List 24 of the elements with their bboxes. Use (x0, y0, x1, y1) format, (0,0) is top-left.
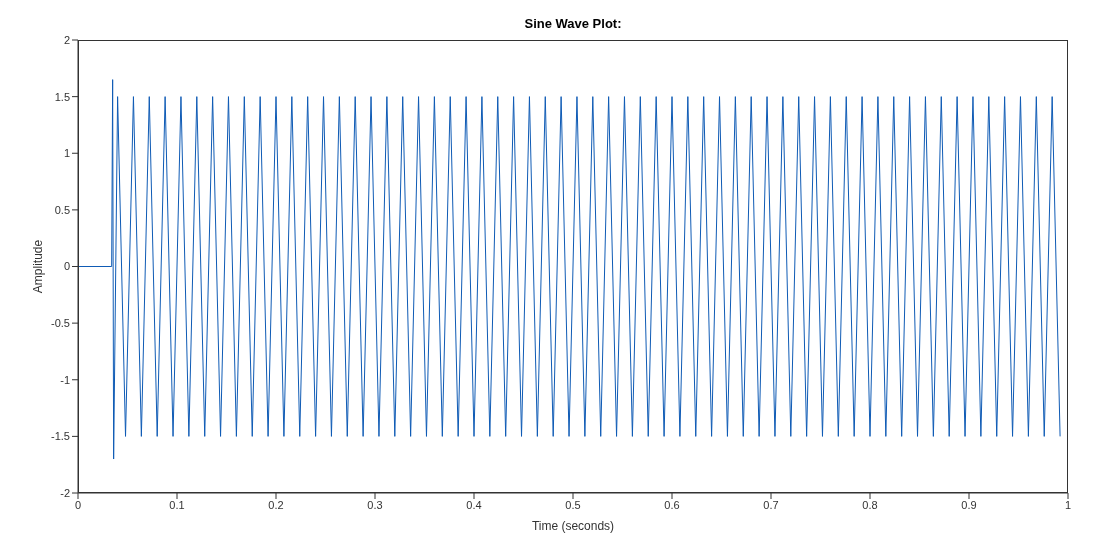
y-tick-label: 0 (63, 260, 70, 273)
x-tick-label: 0.8 (862, 498, 878, 511)
x-tick-label: 0.6 (664, 498, 680, 511)
x-tick-label: 0.4 (466, 498, 482, 511)
y-tick-label: 1 (63, 147, 70, 160)
x-tick-label: 0.2 (268, 498, 284, 511)
y-tick-label: 2 (63, 33, 70, 46)
x-tick-label: 0.9 (961, 498, 977, 511)
y-axis-title: Amplitude (31, 239, 46, 294)
x-axis-title: Time (seconds) (531, 519, 615, 533)
y-tick-label: -1 (60, 373, 70, 386)
y-tick-label: -1.5 (51, 430, 70, 443)
x-tick-label: 0 (74, 498, 82, 511)
y-tick-label: -2 (60, 486, 70, 499)
x-tick-label: 0.1 (169, 498, 185, 511)
y-tick-label: -0.5 (51, 317, 70, 330)
y-tick-label: 1.5 (54, 90, 70, 103)
line-series (78, 79, 1061, 460)
x-tick-label: 0.5 (565, 498, 581, 511)
x-tick-label: 0.3 (367, 498, 383, 511)
x-tick-label: 1 (1064, 498, 1072, 511)
y-tick-label: 0.5 (54, 203, 70, 216)
x-tick-label: 0.7 (763, 498, 779, 511)
chart-title: Sine Wave Plot: (523, 16, 623, 31)
